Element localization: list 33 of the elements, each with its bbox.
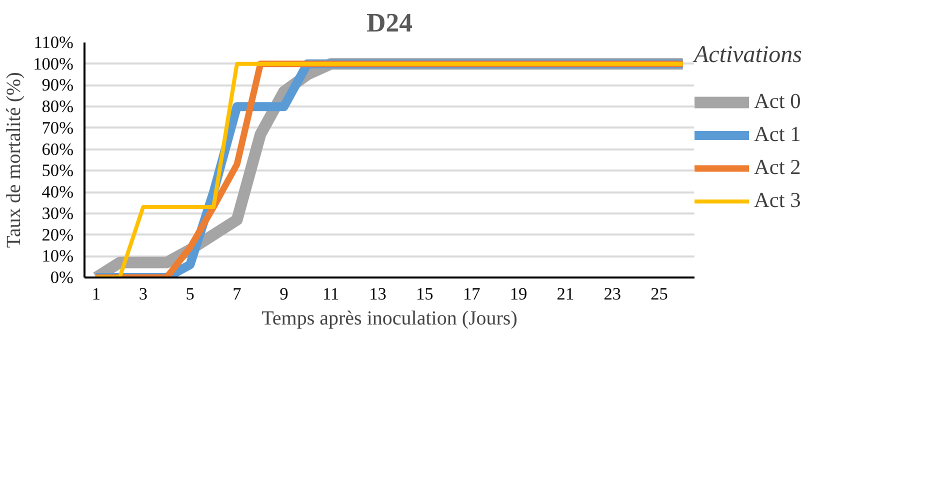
y-tick-label: 110% [34, 33, 74, 52]
x-tick-label: 1 [92, 284, 101, 304]
x-tick-label: 9 [280, 284, 288, 304]
x-tick-label: 15 [416, 284, 434, 304]
x-tick-label: 19 [510, 284, 528, 304]
x-tick-label: 21 [556, 284, 574, 304]
legend-label: Act 2 [754, 155, 801, 180]
x-tick-label: 3 [138, 284, 148, 304]
legend-label: Act 3 [754, 188, 801, 213]
y-tick-label: 30% [42, 204, 74, 223]
y-tick-label: 0% [50, 268, 74, 287]
x-tick-label: 11 [322, 284, 340, 304]
legend-label: Act 1 [754, 122, 801, 147]
legend-title: Activations [694, 42, 802, 69]
x-tick-label: 5 [186, 284, 194, 304]
y-tick-label: 60% [42, 140, 74, 159]
x-tick-label: 7 [232, 284, 242, 304]
x-tick-label: 25 [650, 284, 668, 304]
y-axis-title: Taux de mortalité (%) [3, 72, 26, 248]
y-tick-label: 50% [42, 161, 74, 180]
legend-label: Act 0 [754, 89, 801, 114]
y-tick-label: 100% [33, 54, 74, 74]
x-tick-label: 13 [369, 284, 386, 304]
x-tick-label: 17 [462, 284, 481, 304]
y-tick-label: 70% [42, 118, 74, 138]
x-axis-title: Temps après inoculation (Jours) [262, 308, 518, 330]
y-tick-label: 80% [42, 97, 74, 116]
y-tick-label: 10% [42, 246, 74, 266]
y-tick-label: 40% [42, 182, 74, 202]
y-tick-label: 90% [42, 76, 74, 95]
x-tick-label: 23 [604, 284, 622, 304]
y-tick-label: 20% [42, 225, 74, 244]
chart-title: D24 [366, 8, 412, 38]
